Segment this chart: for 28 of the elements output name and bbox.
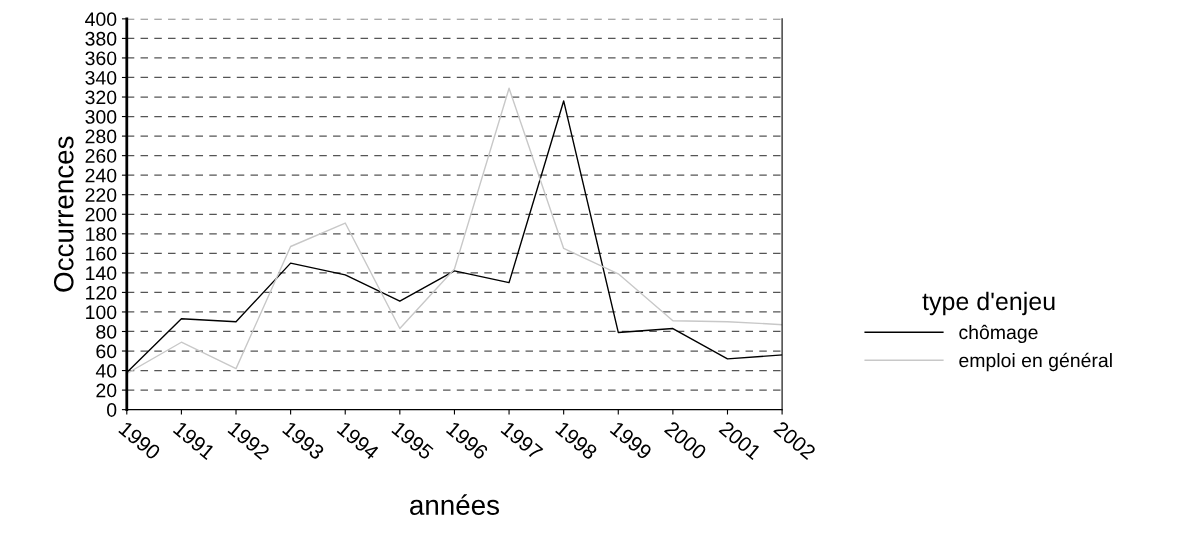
y-tick-label: 260 <box>85 149 117 163</box>
y-tick-label: 180 <box>86 227 117 242</box>
legend-label: chômage <box>959 324 1038 344</box>
y-tick-label: 360 <box>85 51 117 66</box>
y-tick-label: 240 <box>85 168 117 183</box>
y-tick-label: 60 <box>96 344 117 359</box>
y-tick-label: 120 <box>86 285 117 300</box>
y-tick-label: 100 <box>86 305 117 320</box>
x-tick-label: 1999 <box>609 420 653 461</box>
y-tick-label: 220 <box>85 188 117 202</box>
y-tick-label: 280 <box>85 129 117 144</box>
y-tick-label: 200 <box>85 207 117 222</box>
x-axis-title: années <box>410 494 500 515</box>
x-tick-label: 1997 <box>500 420 544 461</box>
y-tick-label: 40 <box>95 364 117 378</box>
y-tick-label: 140 <box>86 266 117 281</box>
y-tick-label: 160 <box>86 246 117 261</box>
y-tick-label: 380 <box>85 31 117 46</box>
y-axis-title: Occurrences <box>53 136 74 292</box>
y-tick-label: 20 <box>96 383 117 398</box>
y-tick-label: 320 <box>85 90 117 105</box>
legend-label: emploi en général <box>959 352 1112 372</box>
y-tick-label: 340 <box>85 70 117 85</box>
y-tick-label: 0 <box>107 403 117 417</box>
legend-title: type d'enjeu <box>922 291 1055 316</box>
y-tick-label: 400 <box>85 12 117 27</box>
y-tick-label: 300 <box>85 110 117 124</box>
y-tick-label: 80 <box>96 324 117 339</box>
